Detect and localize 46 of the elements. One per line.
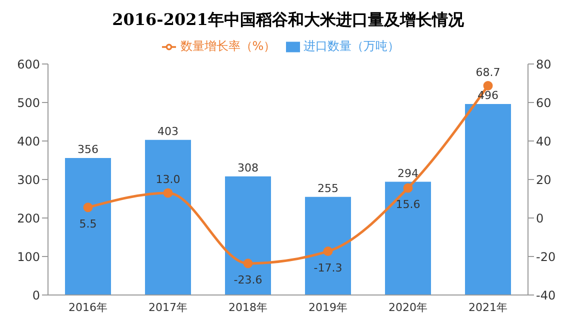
- data-label: -17.3: [314, 261, 342, 274]
- y2-tick-label: 80: [536, 57, 552, 72]
- y2-tick-label: 60: [536, 96, 552, 110]
- data-label: 308: [238, 161, 258, 174]
- bar: [145, 140, 191, 295]
- y2-tick-label: 20: [536, 172, 552, 187]
- y2-tick-label: 40: [536, 134, 552, 148]
- x-tick-label: 2016年: [68, 300, 108, 314]
- point: [483, 81, 493, 91]
- x-tick-label: 2021年: [468, 300, 508, 314]
- y-tick-label: 200: [17, 211, 40, 226]
- data-label: 15.6: [396, 198, 420, 211]
- bar: [465, 104, 511, 295]
- y-tick-label: 400: [17, 134, 40, 148]
- data-label: 255: [318, 182, 338, 195]
- point: [243, 258, 253, 268]
- data-label: 294: [398, 166, 418, 180]
- point: [323, 246, 333, 256]
- x-tick-label: 2020年: [388, 300, 428, 314]
- chart-title: 2016-2021年中国稻谷和大米进口量及增长情况: [111, 9, 465, 31]
- data-label: 5.5: [79, 217, 97, 230]
- legend-label: 进口数量（万吨）: [304, 39, 400, 53]
- data-label: 13.0: [156, 172, 180, 186]
- x-tick-label: 2019年: [308, 300, 348, 314]
- x-tick-label: 2017年: [148, 300, 188, 314]
- bar: [385, 182, 431, 295]
- x-tick-label: 2018年: [228, 300, 268, 314]
- data-label: 403: [158, 124, 178, 138]
- point: [163, 188, 173, 198]
- data-label: 68.7: [476, 66, 500, 79]
- y2-tick-label: -20: [536, 250, 556, 264]
- y-tick-label: 500: [17, 96, 40, 110]
- y-tick-label: 0: [32, 288, 40, 302]
- y-tick-label: 300: [17, 172, 40, 187]
- bar: [65, 158, 111, 295]
- data-label: 356: [78, 142, 98, 156]
- y2-tick-label: -40: [536, 288, 556, 302]
- data-label: -23.6: [234, 273, 262, 286]
- point: [83, 202, 93, 212]
- legend-label: 数量增长率（%）: [180, 39, 276, 53]
- point: [403, 183, 413, 193]
- y-tick-label: 100: [17, 250, 40, 264]
- y2-tick-label: 0: [536, 211, 544, 226]
- bar: [305, 196, 351, 295]
- bar: [225, 176, 271, 295]
- y-tick-label: 600: [17, 57, 40, 72]
